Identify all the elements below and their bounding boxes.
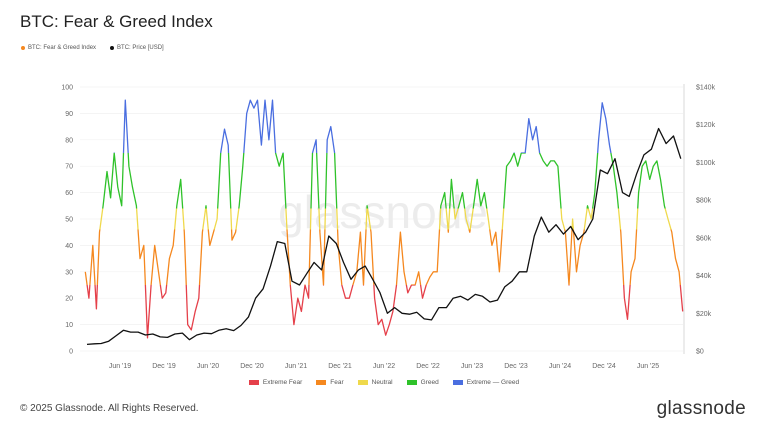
x-tick-label: Jun '24: [549, 363, 571, 370]
legend-neutral[interactable]: Neutral: [357, 379, 393, 386]
x-tick-label: Dec '19: [152, 363, 176, 370]
legend-item-price[interactable]: BTC: Price [USD]: [110, 45, 164, 51]
green-swatch-icon: [406, 380, 417, 385]
y-right-tick-label: $60k: [696, 235, 712, 242]
blue-swatch-icon: [452, 380, 463, 385]
page-title: BTC: Fear & Greed Index: [20, 12, 213, 31]
x-tick-label: Dec '21: [328, 363, 352, 370]
x-axis: Jun '19 Dec '19 Jun '20 Dec '20 Jun '21 Dec '…: [109, 363, 659, 370]
legend-label: BTC: Price [USD]: [117, 45, 164, 51]
copyright: © 2025 Glassnode. All Rights Reserved.: [20, 403, 199, 414]
y-left-tick-label: 90: [65, 111, 73, 118]
legend-label: Neutral: [371, 379, 393, 386]
legend-label: BTC: Fear & Greed Index: [28, 45, 97, 51]
y-right-tick-label: $140k: [696, 85, 716, 92]
black-dot-icon: [110, 46, 115, 50]
watermark: glassnode: [278, 186, 488, 238]
y-left-tick-label: 100: [61, 85, 73, 92]
glassnode-logo[interactable]: glassnode: [656, 398, 746, 419]
x-tick-label: Dec '20: [240, 363, 264, 370]
x-tick-label: Jun '20: [197, 363, 219, 370]
legend-label: Extreme Fear: [262, 379, 303, 386]
legend-label: Greed: [420, 379, 439, 386]
y-left-tick-label: 80: [65, 137, 73, 144]
bottom-legend: Extreme Fear Fear Neutral Greed Extreme …: [0, 379, 768, 386]
x-tick-label: Dec '24: [592, 363, 616, 370]
legend-extreme-fear[interactable]: Extreme Fear: [248, 379, 303, 386]
y-left-tick-label: 0: [69, 349, 73, 356]
left-axis: 0 10 20 30 40 50 60 70 80 90 100: [61, 85, 73, 356]
legend-fear[interactable]: Fear: [316, 379, 344, 386]
orange-dot-icon: [21, 46, 25, 50]
y-left-tick-label: 10: [65, 322, 73, 329]
x-tick-label: Jun '25: [637, 363, 659, 370]
orange-swatch-icon: [316, 380, 327, 385]
legend-item-fear-greed[interactable]: BTC: Fear & Greed Index: [21, 45, 96, 51]
y-left-tick-label: 40: [65, 243, 73, 250]
y-right-tick-label: $0: [696, 349, 704, 356]
yellow-swatch-icon: [357, 380, 368, 385]
legend-label: Fear: [330, 379, 344, 386]
red-swatch-icon: [248, 380, 259, 385]
y-right-tick-label: $40k: [696, 273, 712, 280]
y-left-tick-label: 50: [65, 217, 73, 224]
y-left-tick-label: 30: [65, 269, 73, 276]
legend-extreme-greed[interactable]: Extreme — Greed: [452, 379, 520, 386]
y-right-tick-label: $20k: [696, 311, 712, 318]
x-tick-label: Jun '23: [461, 363, 483, 370]
fear-greed-line-extreme-fear: [86, 285, 684, 339]
y-left-tick-label: 70: [65, 164, 73, 171]
y-right-tick-label: $100k: [696, 160, 716, 167]
y-left-tick-label: 60: [65, 190, 73, 197]
y-left-tick-label: 20: [65, 296, 73, 303]
top-legend: BTC: Fear & Greed Index BTC: Price [USD]: [21, 45, 164, 51]
y-right-tick-label: $120k: [696, 122, 716, 129]
right-axis: $0 $20k $40k $60k $80k $100k $120k $140k: [683, 84, 716, 356]
legend-greed[interactable]: Greed: [406, 379, 439, 386]
price-line: [86, 127, 682, 346]
x-tick-label: Jun '21: [285, 363, 307, 370]
x-tick-label: Dec '22: [416, 363, 440, 370]
x-tick-label: Dec '23: [504, 363, 528, 370]
legend-label: Extreme — Greed: [466, 379, 520, 386]
y-right-tick-label: $80k: [696, 198, 712, 205]
x-tick-label: Jun '19: [109, 363, 131, 370]
x-tick-label: Jun '22: [373, 363, 395, 370]
